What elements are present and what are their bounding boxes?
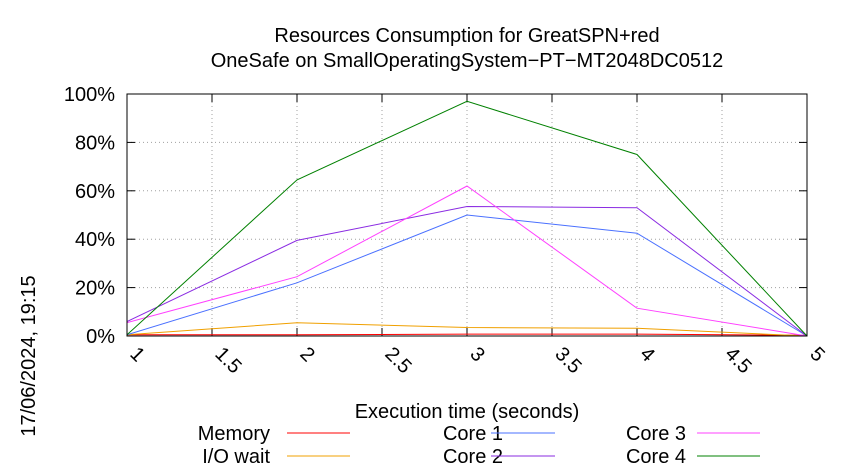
series-line-memory <box>127 333 808 336</box>
x-axis-label: Execution time (seconds) <box>355 401 580 423</box>
x-tick-label: 4.5 <box>720 343 755 378</box>
x-tick-label: 3.5 <box>550 343 585 378</box>
y-tick-label: 20% <box>75 278 115 300</box>
x-tick-label: 4 <box>635 343 658 366</box>
chart-title-line-2: OneSafe on SmallOperatingSystem−PT−MT204… <box>211 50 724 72</box>
legend-item: Core 2 <box>443 446 555 468</box>
legend-label: Core 4 <box>626 446 686 468</box>
legend-item: Core 4 <box>626 446 760 468</box>
plot-frame <box>126 93 808 337</box>
chart-title-line-1: Resources Consumption for GreatSPN+red <box>274 25 659 47</box>
legend-item: Core 3 <box>626 423 760 445</box>
y-tick-label: 80% <box>75 132 115 154</box>
x-tick-label: 2.5 <box>380 343 415 378</box>
y-tick-label: 100% <box>64 84 115 106</box>
legend-item: Memory <box>198 423 350 445</box>
x-tick-label: 1 <box>125 343 148 366</box>
y-tick-label: 40% <box>75 229 115 251</box>
x-tick-label: 5 <box>805 343 828 366</box>
x-tick-label: 2 <box>295 343 318 366</box>
y-axis-ticks: 0% 20% 40% 60% 80% 100% <box>64 84 807 348</box>
legend-item: I/O wait <box>202 446 350 468</box>
series-line-core-1 <box>126 214 808 337</box>
x-tick-label: 1.5 <box>210 343 245 378</box>
legend-label: Memory <box>198 423 270 445</box>
series-line-core-2 <box>126 205 808 337</box>
legend-label: Core 2 <box>443 446 503 468</box>
series-line-i-o-wait <box>126 322 808 337</box>
x-tick-label: 3 <box>465 343 488 366</box>
legend-label: I/O wait <box>202 446 270 468</box>
timestamp: 17/06/2024, 19:15 <box>18 275 40 436</box>
series-line-core-3 <box>126 185 808 337</box>
legend-label: Core 3 <box>626 423 686 445</box>
y-tick-label: 0% <box>86 326 115 348</box>
series-line-core-4 <box>126 100 808 337</box>
series-lines <box>126 100 808 337</box>
y-tick-label: 60% <box>75 181 115 203</box>
legend-label: Core 1 <box>443 423 503 445</box>
legend-item: Core 1 <box>443 423 555 445</box>
